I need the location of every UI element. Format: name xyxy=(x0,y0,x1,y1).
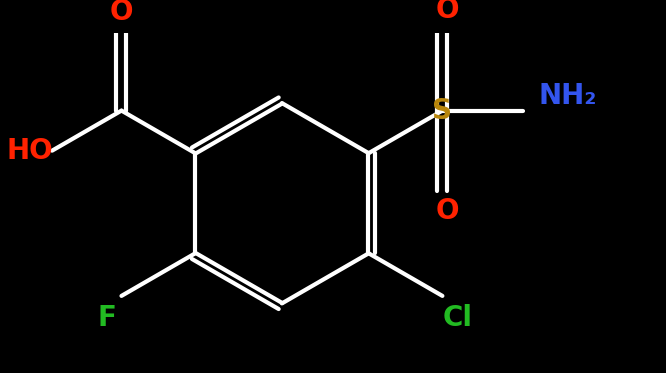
Text: O: O xyxy=(110,0,133,26)
Text: O: O xyxy=(436,197,459,225)
Text: HO: HO xyxy=(7,137,53,164)
Text: Cl: Cl xyxy=(442,304,472,332)
Text: S: S xyxy=(432,97,452,125)
Text: F: F xyxy=(97,304,116,332)
Text: O: O xyxy=(436,0,459,25)
Text: NH₂: NH₂ xyxy=(538,82,597,110)
